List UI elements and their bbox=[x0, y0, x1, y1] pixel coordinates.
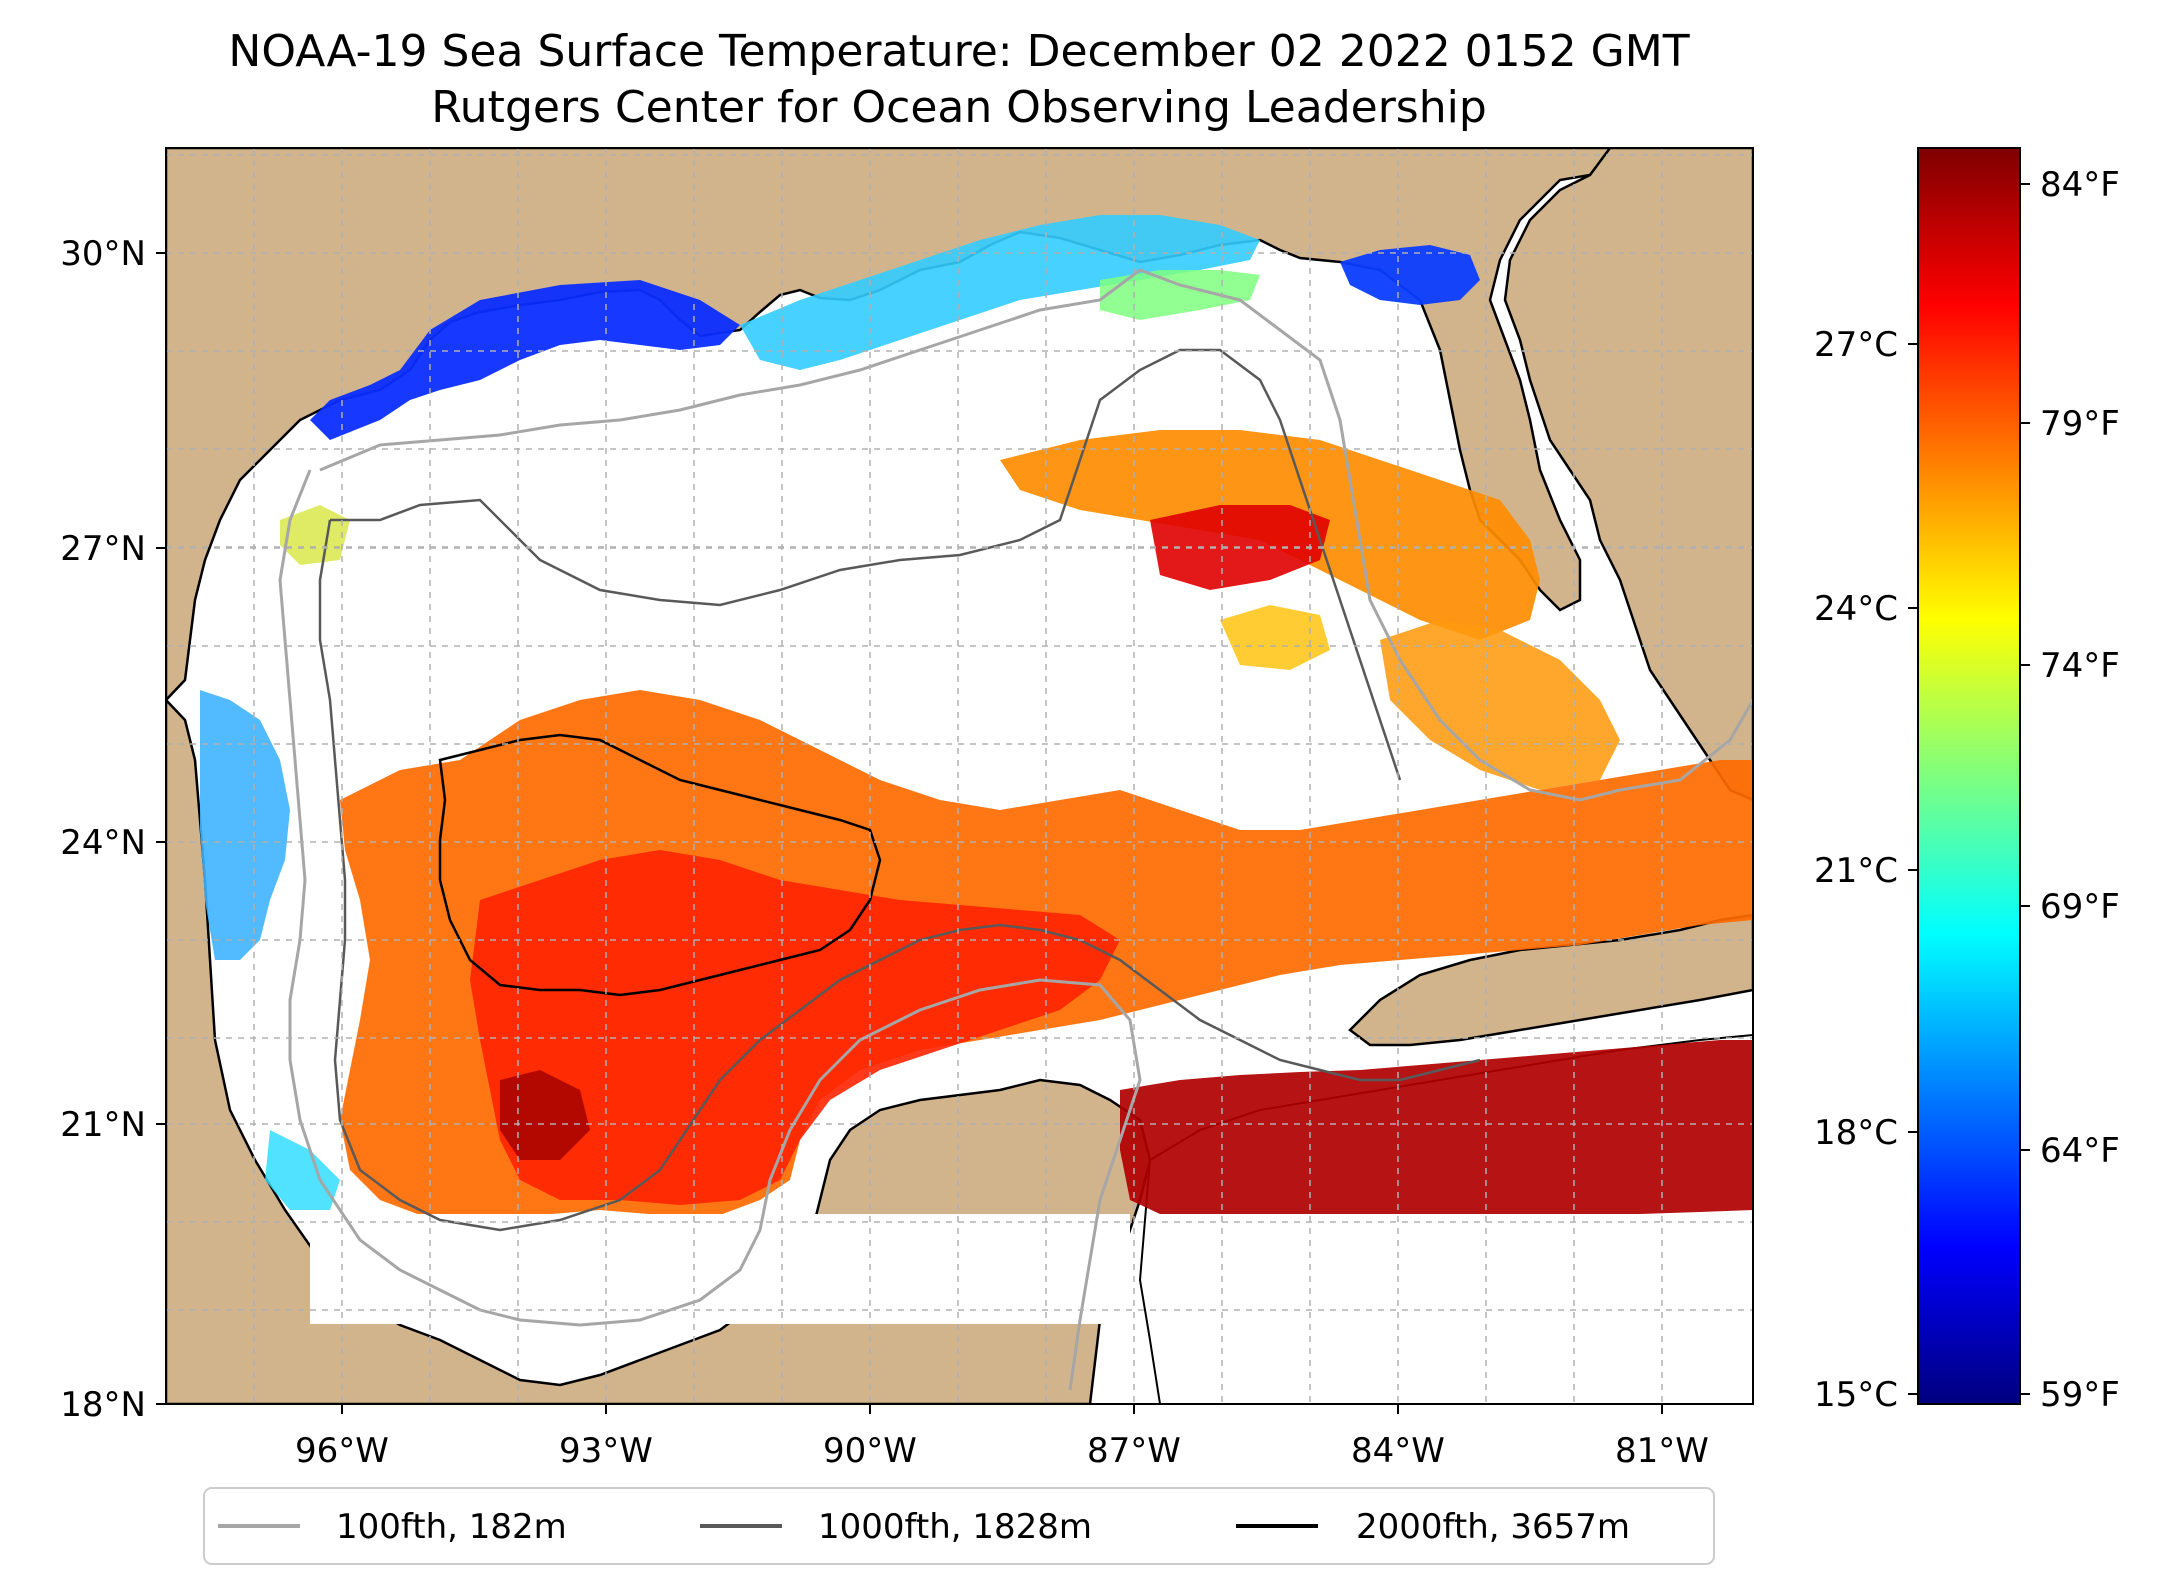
lat-label-27: 27°N bbox=[60, 529, 146, 569]
lat-label-18: 18°N bbox=[60, 1385, 146, 1425]
colorbar bbox=[1917, 147, 2021, 1405]
sst-red-northeast bbox=[1150, 505, 1330, 590]
colorbar-celsius-tick-marks bbox=[1908, 343, 1918, 1395]
legend-label-1000fth: 1000fth, 1828m bbox=[818, 1507, 1092, 1547]
map-frame bbox=[165, 147, 1754, 1405]
lon-label-93: 93°W bbox=[559, 1431, 653, 1471]
contour-100fth bbox=[278, 268, 1753, 1391]
legend-box bbox=[203, 1487, 1715, 1565]
lat-label-24: 24°N bbox=[60, 823, 146, 863]
sst-cold-north-band bbox=[310, 280, 740, 440]
bathymetry-contours bbox=[278, 268, 1753, 1391]
fahrenheit-label-84: 84°F bbox=[2040, 165, 2120, 205]
data-cutoff-band bbox=[310, 1214, 1130, 1324]
title-line-2: Rutgers Center for Ocean Observing Leade… bbox=[431, 82, 1487, 133]
title-line-1: NOAA-19 Sea Surface Temperature: Decembe… bbox=[228, 26, 1689, 77]
land-cuba bbox=[1348, 913, 1753, 1047]
map-panel bbox=[166, 148, 1753, 1404]
fahrenheit-label-69: 69°F bbox=[2040, 887, 2120, 927]
lon-label-81: 81°W bbox=[1615, 1431, 1709, 1471]
lon-label-90: 90°W bbox=[823, 1431, 917, 1471]
graticule bbox=[166, 148, 1753, 1404]
lon-label-84: 84°W bbox=[1351, 1431, 1445, 1471]
lon-tick-marks bbox=[341, 1404, 1663, 1414]
sst-blue-northeast bbox=[1340, 245, 1480, 305]
sst-cyan-west-coast bbox=[200, 690, 290, 960]
fahrenheit-label-64: 64°F bbox=[2040, 1131, 2120, 1171]
fahrenheit-label-74: 74°F bbox=[2040, 646, 2120, 686]
sst-yellow-east bbox=[1220, 605, 1330, 670]
sst-darkred-southwest bbox=[500, 1070, 590, 1160]
lat-label-30: 30°N bbox=[60, 234, 146, 274]
contour-2000fth bbox=[438, 733, 882, 997]
celsius-label-24: 24°C bbox=[1814, 589, 1898, 629]
sst-orange-east bbox=[1380, 620, 1620, 790]
sst-darkred-southeast bbox=[1120, 1040, 1753, 1214]
lat-label-21: 21°N bbox=[60, 1105, 146, 1145]
lon-label-87: 87°W bbox=[1087, 1431, 1181, 1471]
celsius-label-27: 27°C bbox=[1814, 325, 1898, 365]
lat-tick-marks bbox=[156, 252, 166, 1405]
colorbar-fahrenheit-tick-marks bbox=[2020, 183, 2030, 1395]
fahrenheit-label-59: 59°F bbox=[2040, 1375, 2120, 1415]
sst-red-central bbox=[470, 850, 1120, 1205]
contour-1000fth bbox=[318, 348, 1481, 1232]
legend: 100fth, 182m 1000fth, 1828m 2000fth, 365… bbox=[203, 1487, 1715, 1565]
legend-label-2000fth: 2000fth, 3657m bbox=[1356, 1507, 1630, 1547]
lon-label-96: 96°W bbox=[295, 1431, 389, 1471]
celsius-label-18: 18°C bbox=[1814, 1113, 1898, 1153]
legend-label-100fth: 100fth, 182m bbox=[336, 1507, 567, 1547]
sst-green-north-band bbox=[1100, 270, 1260, 320]
celsius-label-15: 15°C bbox=[1814, 1375, 1898, 1415]
fahrenheit-label-79: 79°F bbox=[2040, 404, 2120, 444]
celsius-label-21: 21°C bbox=[1814, 851, 1898, 891]
sst-cyan-southwest bbox=[265, 1130, 340, 1210]
